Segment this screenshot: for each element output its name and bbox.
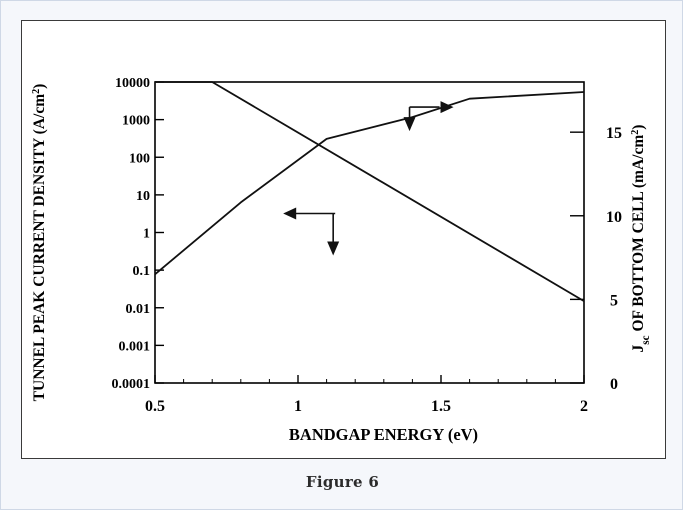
left-axis-arrow-stem-head xyxy=(327,241,340,256)
y-left-tick-label: 10000 xyxy=(115,76,150,91)
y-right-tick-label: 15 xyxy=(606,125,622,142)
y-right-tick-label: 5 xyxy=(610,292,618,309)
y-left-tick-label: 10 xyxy=(136,189,150,204)
figure-box: 0.5 1 1.5 2 0.0001 0.001 0.01 0.1 1 10 100 1000 1000… xyxy=(21,20,666,459)
figure-caption: Figure 6 xyxy=(305,473,380,491)
y-right-axis-label-group: Jsc OF BOTTOM CELL (mA/cm2) xyxy=(630,125,653,353)
y-left-tick-label: 1000 xyxy=(122,114,150,129)
left-axis-arrow-head xyxy=(283,207,297,220)
y-left-tick-label: 0.1 xyxy=(133,264,151,279)
y-left-tick-label: 0.01 xyxy=(126,302,151,317)
y-left-tick-label: 1 xyxy=(143,227,150,242)
y-left-axis-label-group: TUNNEL PEAK CURRENT DENSITY (A/cm2) xyxy=(31,84,49,402)
series-line-0 xyxy=(155,81,585,302)
chart: 0.5 1 1.5 20.00010.0010.010.111010010001000… xyxy=(31,76,653,444)
y-right-tick-label: 0 xyxy=(610,376,618,393)
x-axis-label: BANDGAP ENERGY (eV) xyxy=(289,425,478,444)
x-tick-label: 1 xyxy=(294,398,302,415)
y-left-tick-label: 100 xyxy=(129,151,150,166)
y-left-tick-label: 0.001 xyxy=(119,339,151,354)
y-right-tick-label: 10 xyxy=(606,209,622,226)
right-axis-arrow-head xyxy=(440,101,454,114)
y-left-tick-label: 0.0001 xyxy=(112,377,151,392)
x-tick-label: 1.5 xyxy=(431,398,451,415)
y-left-axis-label: TUNNEL PEAK CURRENT DENSITY (A/cm2) xyxy=(31,84,49,402)
y-right-axis-label: Jsc OF BOTTOM CELL (mA/cm2) xyxy=(630,125,653,353)
x-tick-label: 0.5 xyxy=(145,398,165,415)
right-axis-arrow-stem-head xyxy=(403,117,416,132)
x-tick-label: 2 xyxy=(580,398,588,415)
series-line-1 xyxy=(154,91,585,275)
